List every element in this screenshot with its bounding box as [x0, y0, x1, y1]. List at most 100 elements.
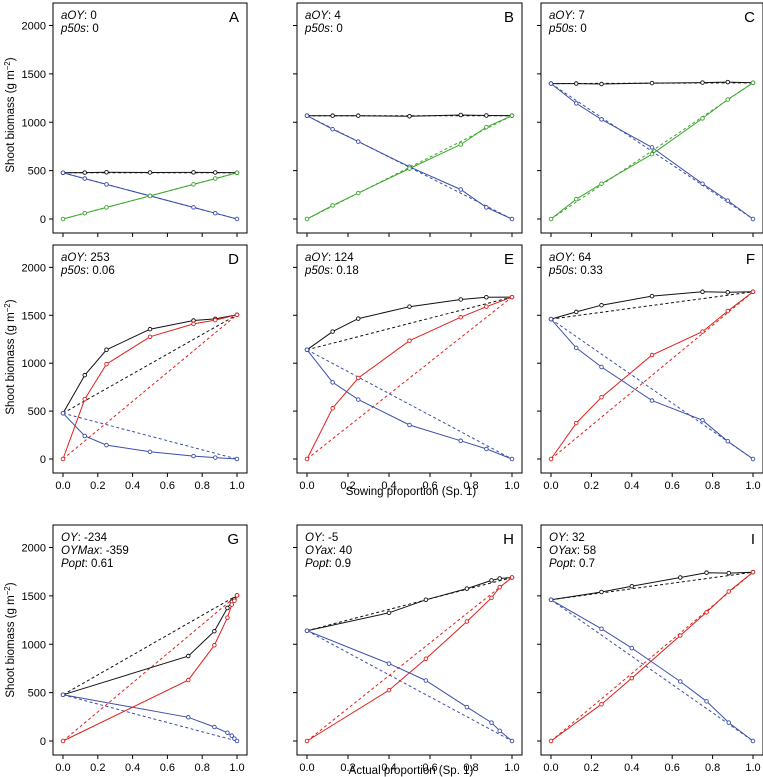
x-tick-label: 0.8: [705, 480, 720, 492]
data-point-sp-1: [191, 182, 196, 187]
annotation: aOY: 4: [305, 10, 341, 22]
series-line-sp-1-expected: [550, 82, 754, 220]
data-point-sp-2: [464, 704, 470, 710]
data-point-sp-1: [704, 610, 709, 615]
data-point-sp-1: [599, 701, 604, 707]
x-tick-label: 0.6: [160, 480, 175, 492]
data-point-sp-2: [726, 720, 732, 725]
y-axis-title-row2: Shoot biomass (g m−2): [3, 299, 17, 414]
data-point-sp-2: [60, 410, 66, 416]
data-point-sp-2: [212, 455, 218, 460]
y-tick-label: 0: [40, 736, 46, 748]
data-point-total: [649, 80, 655, 86]
x-tick-label: 0.6: [160, 762, 175, 774]
data-point-sp-2: [750, 456, 756, 462]
annotation: OYMax: -359: [61, 545, 129, 557]
x-tick-label: 0.8: [195, 762, 210, 774]
data-point-sp-2: [497, 728, 502, 734]
y-tick-label: 1500: [22, 591, 46, 603]
annotation-key: Popt: [549, 558, 573, 570]
data-point-sp-2: [232, 736, 237, 741]
series-line-sp-1-expected: [550, 291, 754, 460]
data-point-total: [574, 81, 579, 86]
annotation-value: : -359: [99, 545, 128, 557]
data-point-sp-1: [330, 203, 335, 208]
annotation-key: p50s: [548, 265, 574, 277]
x-tick-label: 1.0: [745, 762, 760, 774]
panel-letter: G: [227, 531, 239, 548]
y-axis-title-row3: Shoot biomass (g m−2): [3, 582, 17, 697]
data-point-sp-2: [104, 182, 109, 187]
x-tick-label: 0.6: [422, 762, 437, 774]
x-tick-label: 0.4: [624, 480, 639, 492]
x-tick-label: 1.0: [229, 762, 244, 774]
annotation: aOY: 64: [549, 252, 592, 264]
data-point-total: [386, 610, 392, 616]
data-point-total: [82, 372, 87, 378]
data-point-sp-1: [407, 338, 412, 343]
annotation: p50s: 0.18: [304, 265, 359, 277]
data-point-sp-2: [649, 145, 655, 150]
data-point-sp-2: [484, 446, 489, 452]
data-point-sp-1: [304, 456, 310, 462]
annotation-key: aOY: [305, 252, 329, 264]
annotation-key: OYax: [305, 545, 334, 557]
annotation-value: : 64: [572, 252, 592, 264]
data-point-sp-1: [509, 113, 515, 118]
panel-frame: [52, 524, 248, 756]
data-point-sp-2: [104, 442, 109, 448]
annotation-key: p50s: [304, 23, 330, 35]
data-point-total: [599, 589, 604, 595]
data-point-sp-2: [82, 176, 87, 181]
x-tick-label: 0.2: [340, 480, 355, 492]
panel-letter: H: [503, 531, 514, 548]
data-point-sp-1: [356, 375, 361, 381]
x-tick-label: 0.8: [195, 480, 210, 492]
x-tick-label: 0.0: [55, 762, 70, 774]
x-tick-label: 0.4: [624, 762, 639, 774]
data-point-total: [82, 170, 87, 175]
x-tick-label: 0.0: [299, 480, 314, 492]
data-point-sp-1: [191, 321, 196, 327]
data-point-total: [423, 597, 429, 603]
data-point-sp-2: [458, 438, 464, 444]
data-point-sp-1: [649, 352, 655, 358]
data-point-total: [484, 295, 489, 300]
data-point-sp-2: [649, 398, 655, 403]
x-tick-label: 0.2: [584, 762, 599, 774]
x-axis-title-sowing: Sowing proportion (Sp. 1): [346, 486, 477, 498]
data-point-sp-2: [629, 645, 635, 651]
panel-frame: [296, 524, 523, 756]
annotation: aOY: 124: [305, 252, 354, 264]
y-title-main: Shoot biomass (g m: [5, 70, 17, 172]
panel-letter: F: [746, 251, 755, 268]
y-title-main: Shoot biomass (g m: [5, 312, 17, 414]
annotation-value: : 0.06: [86, 265, 115, 277]
y-title-sup: −2: [3, 61, 12, 71]
data-point-sp-1: [700, 329, 705, 334]
panel-letter: B: [504, 9, 514, 26]
data-point-sp-1: [82, 210, 87, 216]
y-tick-label: 500: [28, 688, 46, 700]
data-point-sp-2: [458, 187, 464, 192]
x-tick-label: 0.0: [299, 762, 314, 774]
data-point-total: [489, 578, 494, 583]
data-point-sp-2: [548, 81, 554, 86]
panel-frame: [52, 244, 248, 474]
data-point-total: [186, 653, 191, 659]
data-point-sp-2: [386, 661, 392, 666]
panel-frame: [296, 2, 523, 234]
data-point-total: [458, 112, 464, 118]
data-point-total: [147, 326, 153, 332]
annotation: OY: -234: [61, 532, 108, 544]
panel-letter: E: [504, 251, 514, 268]
data-point-total: [599, 302, 604, 308]
data-point-sp-1: [60, 216, 66, 222]
y-tick-label: 500: [28, 166, 46, 178]
data-point-total: [407, 114, 412, 119]
data-point-total: [726, 570, 732, 576]
annotation-key: aOY: [549, 252, 573, 264]
data-point-sp-1: [484, 124, 489, 130]
data-point-sp-2: [304, 628, 310, 633]
